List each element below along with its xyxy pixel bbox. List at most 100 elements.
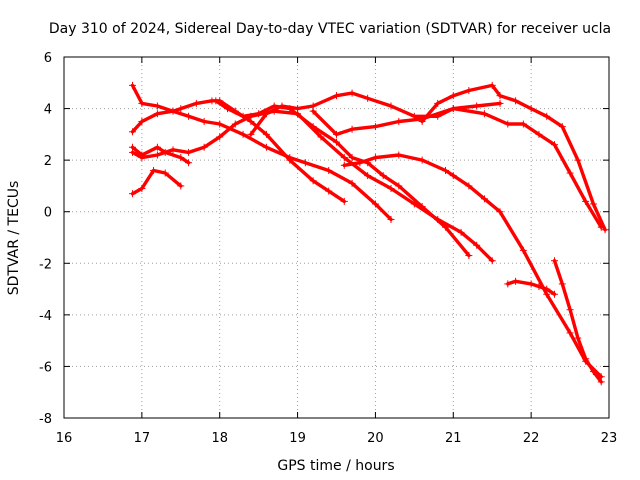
- data-point: [543, 285, 551, 293]
- data-point: [153, 102, 161, 110]
- data-point: [301, 159, 309, 167]
- data-point: [395, 182, 403, 190]
- data-point: [364, 94, 372, 102]
- data-point: [371, 123, 379, 131]
- data-point: [535, 130, 543, 138]
- y-tick-label: 6: [44, 51, 52, 66]
- data-point: [153, 110, 161, 118]
- data-point: [161, 148, 169, 156]
- data-point: [449, 92, 457, 100]
- data-point: [348, 89, 356, 97]
- data-point: [551, 257, 558, 265]
- data-point: [379, 172, 387, 180]
- data-point: [457, 228, 465, 236]
- data-point: [200, 143, 208, 151]
- data-point: [480, 195, 488, 203]
- x-tick-label: 23: [601, 431, 618, 446]
- x-tick-label: 21: [445, 431, 462, 446]
- data-point: [519, 246, 527, 254]
- series-line: [342, 153, 603, 379]
- data-point: [601, 226, 609, 234]
- data-point: [519, 120, 527, 128]
- data-point: [496, 208, 504, 216]
- data-point: [129, 143, 137, 151]
- data-point: [418, 203, 426, 211]
- data-point: [138, 185, 146, 193]
- y-tick-label: 0: [44, 206, 52, 221]
- chart-title: Day 310 of 2024, Sidereal Day-to-day VTE…: [49, 21, 611, 37]
- data-point: [138, 117, 146, 125]
- data-point: [465, 182, 473, 190]
- data-point: [239, 112, 247, 120]
- data-point: [192, 99, 200, 107]
- data-point: [262, 143, 270, 151]
- data-point: [574, 156, 582, 164]
- data-point: [496, 99, 504, 107]
- series-line: [130, 109, 494, 263]
- data-point: [512, 97, 520, 105]
- data-point: [473, 241, 481, 249]
- data-point: [488, 81, 496, 89]
- data-point: [325, 187, 333, 195]
- data-point: [129, 190, 137, 198]
- data-point: [387, 185, 395, 193]
- data-point: [294, 105, 302, 113]
- data-point: [216, 133, 224, 141]
- data-point: [558, 280, 566, 288]
- data-point: [496, 92, 504, 100]
- data-point: [364, 172, 372, 180]
- data-point: [480, 110, 488, 118]
- data-point: [325, 166, 333, 174]
- data-point: [449, 105, 457, 113]
- y-tick-label: -6: [39, 360, 52, 375]
- data-point: [340, 197, 348, 205]
- y-tick-label: -4: [39, 309, 52, 324]
- y-tick-label: 4: [44, 103, 52, 118]
- data-point: [129, 128, 137, 136]
- y-tick-label: -2: [39, 257, 52, 272]
- series-line: [130, 83, 346, 204]
- data-point: [566, 306, 574, 314]
- data-point: [473, 102, 481, 110]
- data-point: [395, 117, 403, 125]
- data-point: [309, 177, 317, 185]
- data-point: [582, 197, 590, 205]
- data-point: [418, 117, 426, 125]
- data-point: [239, 130, 247, 138]
- series-track-11: [504, 277, 558, 298]
- data-point: [333, 92, 340, 100]
- axis-ticks: 16 17 18 19 20 21 22 23 -8 -6 -4 -2 0 2 4 6: [39, 51, 617, 446]
- data-point: [582, 355, 590, 363]
- series-track-6: [212, 97, 473, 260]
- data-point: [387, 102, 395, 110]
- data-point: [224, 105, 231, 113]
- series-layer: [129, 81, 609, 386]
- data-point: [129, 81, 137, 89]
- series-track-2: [129, 107, 395, 223]
- data-point: [356, 159, 364, 167]
- data-point: [527, 105, 535, 113]
- data-point: [317, 133, 325, 141]
- series-track-5: [129, 166, 185, 198]
- data-point: [161, 169, 169, 177]
- data-point: [418, 156, 426, 164]
- data-point: [231, 120, 239, 128]
- data-point: [488, 257, 496, 265]
- data-point: [574, 334, 582, 342]
- data-point: [286, 154, 294, 162]
- data-point: [247, 130, 255, 138]
- data-point: [200, 117, 208, 125]
- data-point: [153, 143, 161, 151]
- data-point: [551, 290, 558, 298]
- data-point: [371, 200, 379, 208]
- data-point: [589, 200, 597, 208]
- data-point: [262, 130, 270, 138]
- data-point: [387, 215, 395, 223]
- data-point: [185, 159, 193, 167]
- data-point: [395, 151, 403, 159]
- data-point: [597, 378, 605, 386]
- data-point: [177, 154, 185, 162]
- data-point: [558, 123, 566, 131]
- data-point: [138, 99, 146, 107]
- data-point: [348, 125, 356, 133]
